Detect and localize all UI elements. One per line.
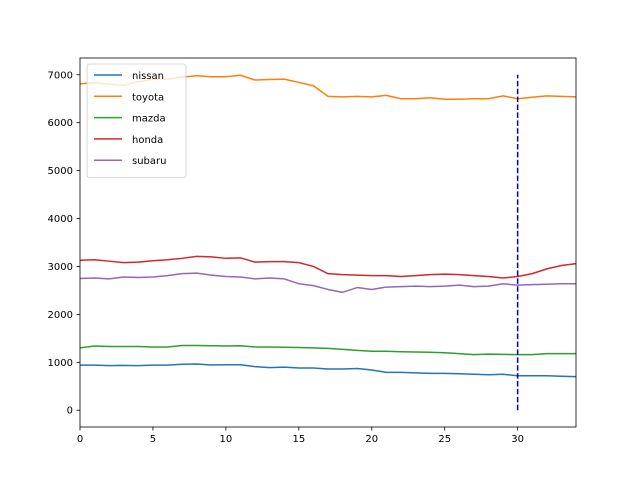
x-tick-label-15: 15 — [292, 434, 305, 445]
plot-area: 0 5 10 15 20 25 30 0 1000 2000 3000 4000 5000 6000 700… — [48, 57, 577, 445]
y-tick-label-2000: 2000 — [48, 310, 73, 321]
x-tick-label-0: 0 — [77, 434, 83, 445]
axes-frame — [79, 57, 577, 428]
legend: nissan toyota mazda honda subaru — [86, 63, 187, 178]
series-line-honda — [80, 255, 576, 279]
series-line-mazda — [80, 344, 576, 356]
series-line-subaru — [80, 272, 576, 294]
y-tick-label-0: 0 — [67, 406, 73, 417]
series-line-nissan — [80, 363, 576, 378]
legend-box — [86, 63, 187, 178]
legend-label-toyota: toyota — [132, 92, 164, 103]
y-tick-label-6000: 6000 — [48, 118, 73, 129]
legend-label-subaru: subaru — [132, 156, 166, 167]
legend-label-nissan: nissan — [132, 71, 164, 82]
y-tick-label-4000: 4000 — [48, 214, 73, 225]
legend-label-honda: honda — [132, 135, 163, 146]
x-tick-label-30: 30 — [511, 434, 524, 445]
y-tick-label-7000: 7000 — [48, 70, 73, 81]
x-tick-label-25: 25 — [438, 434, 451, 445]
y-tick-label-3000: 3000 — [48, 262, 73, 273]
x-tick-label-10: 10 — [220, 434, 233, 445]
y-tick-label-5000: 5000 — [48, 166, 73, 177]
x-tick-label-5: 5 — [150, 434, 156, 445]
legend-label-mazda: mazda — [132, 114, 166, 125]
y-tick-label-1000: 1000 — [48, 358, 73, 369]
x-tick-label-20: 20 — [365, 434, 378, 445]
